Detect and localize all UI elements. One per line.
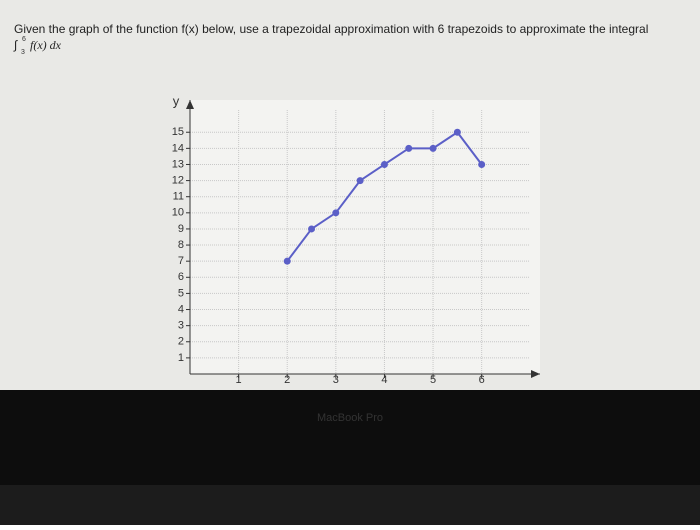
y-arrow (186, 100, 194, 109)
x-tick-label: 1 (236, 374, 242, 386)
y-axis-label: y (173, 93, 180, 108)
y-tick-label: 2 (178, 336, 184, 348)
x-tick-label: 2 (284, 374, 290, 386)
x-tick-label: 3 (333, 374, 339, 386)
x-tick-label: 4 (381, 374, 387, 386)
y-tick-label: 5 (178, 287, 184, 299)
y-tick-label: 3 (178, 320, 184, 332)
integral-sign: ∫ (13, 38, 18, 52)
y-tick-label: 15 (172, 126, 184, 138)
plot-bg (190, 100, 540, 374)
data-point (429, 144, 437, 152)
y-tick-label: 8 (178, 239, 184, 251)
integrand: f(x) dx (30, 38, 62, 52)
y-tick-label: 4 (178, 303, 184, 315)
x-arrow (531, 370, 540, 378)
data-point (453, 128, 461, 136)
y-tick-label: 6 (178, 271, 184, 283)
integral-upper: 6 (22, 36, 26, 43)
x-tick-label: 5 (430, 374, 436, 386)
y-tick-label: 13 (172, 158, 184, 170)
y-tick-label: 9 (178, 223, 184, 235)
y-tick-label: 1 (178, 352, 184, 364)
bezel-label: MacBook Pro (317, 412, 383, 424)
data-point (332, 209, 340, 217)
integral-lower: 3 (21, 49, 25, 56)
y-tick-label: 11 (173, 191, 184, 203)
y-tick-label: 12 (172, 174, 184, 186)
data-point (405, 144, 413, 152)
x-tick-label: 6 (479, 374, 485, 386)
y-tick-label: 10 (172, 207, 184, 219)
y-tick-label: 14 (172, 142, 184, 154)
data-point (356, 177, 364, 185)
data-point (380, 160, 388, 168)
data-point (308, 225, 316, 233)
data-point (283, 257, 291, 265)
keyboard-edge (0, 485, 700, 525)
y-tick-label: 7 (178, 255, 184, 267)
question: Given the graph of the function f(x) bel… (14, 22, 648, 36)
data-point (478, 160, 486, 168)
